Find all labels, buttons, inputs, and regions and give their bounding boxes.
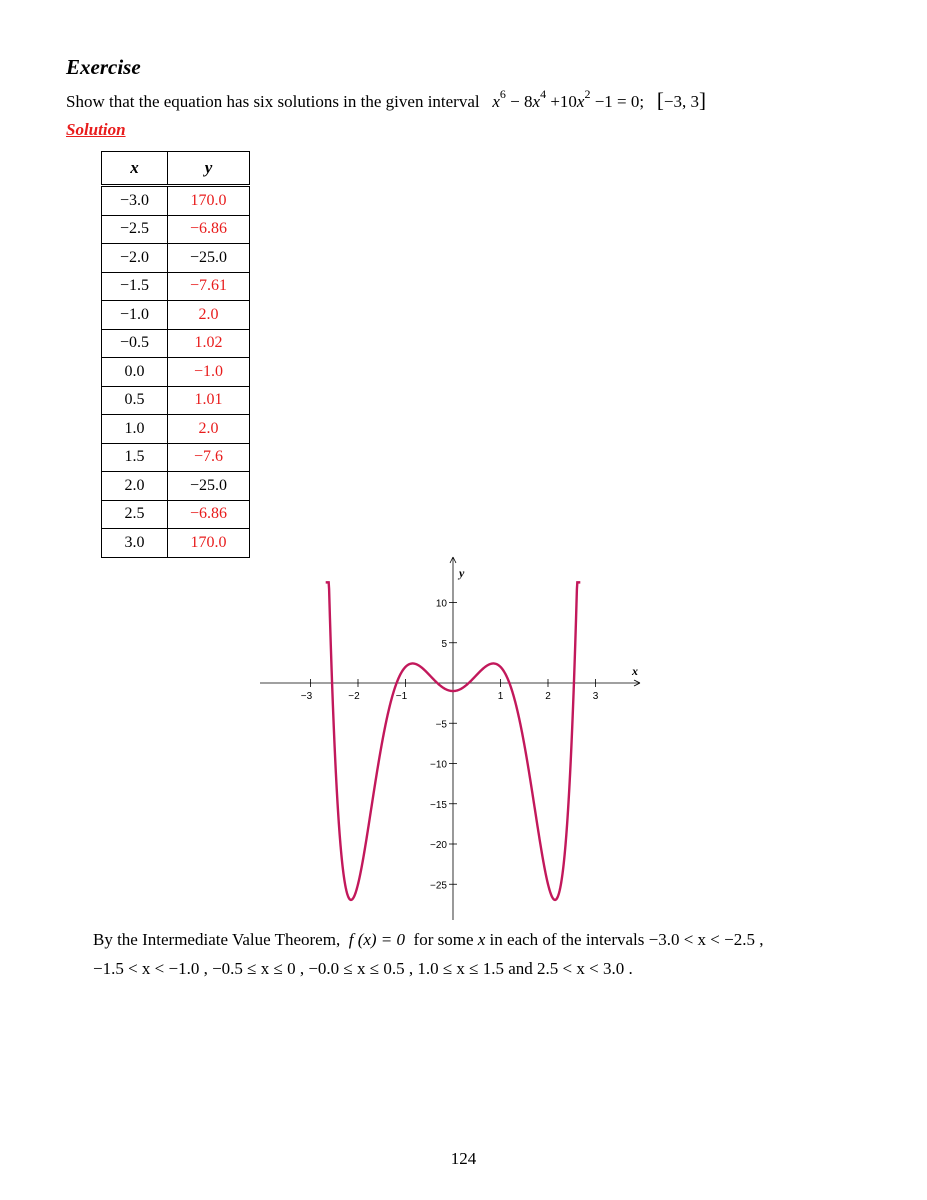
cell-x: −1.5: [101, 271, 168, 301]
table-row: −2.0 −25.0: [101, 243, 250, 273]
cell-y: 1.02: [167, 328, 250, 358]
y-axis-label: y: [457, 566, 465, 580]
x-axis-label: x: [631, 664, 638, 678]
table-header-row: x y: [101, 151, 250, 186]
conclusion: By the Intermediate Value Theorem, f (x)…: [93, 925, 853, 983]
table-row: −0.5 1.02: [101, 328, 250, 358]
conclusion-line-2: −1.5 < x < −1.0 , −0.5 ≤ x ≤ 0 , −0.0 ≤ …: [93, 959, 633, 978]
y-tick-label: −20: [430, 840, 447, 851]
table-body: −3.0 170.0 −2.5 −6.86 −2.0 −25.0 −1.5 −7.61 −1.0…: [101, 185, 250, 558]
cell-y: −6.86: [167, 499, 250, 529]
table-row: −1.5 −7.61: [101, 271, 250, 301]
cell-x: 0.0: [101, 357, 168, 387]
x-tick-label: −2: [348, 691, 360, 702]
table-row: −1.0 2.0: [101, 300, 250, 330]
cell-y: −7.6: [167, 442, 250, 472]
x-axis-arrow: [633, 679, 641, 687]
solution-label: Solution: [66, 120, 126, 139]
cell-y: 170.0: [167, 528, 250, 558]
cell-x: 1.0: [101, 414, 168, 444]
y-tick-label: 5: [441, 639, 447, 650]
y-tick-label: −15: [430, 800, 447, 811]
table-row: −2.5 −6.86: [101, 214, 250, 244]
y-axis-arrow: [449, 556, 457, 564]
interval: [−3, 3]: [656, 88, 706, 112]
cell-y: −6.86: [167, 214, 250, 244]
y-tick-label: −10: [430, 760, 447, 771]
table-row: 0.5 1.01: [101, 385, 250, 415]
exercise-heading: Exercise: [66, 55, 141, 79]
cell-x: 2.5: [101, 499, 168, 529]
cell-y: −7.61: [167, 271, 250, 301]
x-tick-label: 1: [498, 691, 504, 702]
header-x: x: [101, 151, 168, 186]
table-row: 3.0 170.0: [101, 528, 250, 558]
values-table: x y −3.0 170.0 −2.5 −6.86 −2.0 −25.0 −1.5 −7.61…: [101, 151, 250, 558]
cell-y: −25.0: [167, 471, 250, 501]
cell-x: −0.5: [101, 328, 168, 358]
cell-y: −25.0: [167, 243, 250, 273]
cell-x: −1.0: [101, 300, 168, 330]
x-tick-label: −3: [301, 691, 313, 702]
table-row: 1.0 2.0: [101, 414, 250, 444]
conclusion-line-1: By the Intermediate Value Theorem, f (x)…: [93, 930, 764, 949]
table-row: 2.0 −25.0: [101, 471, 250, 501]
x-tick-label: −1: [396, 691, 408, 702]
problem-text: Show that the equation has six solutions…: [66, 92, 480, 111]
y-tick-label: 10: [436, 599, 448, 610]
function-curve: [325, 581, 581, 902]
cell-x: −2.0: [101, 243, 168, 273]
table-row: 1.5 −7.6: [101, 442, 250, 472]
cell-x: −2.5: [101, 214, 168, 244]
cell-y: 1.01: [167, 385, 250, 415]
cell-x: 3.0: [101, 528, 168, 558]
cell-y: −1.0: [167, 357, 250, 387]
table-row: 2.5 −6.86: [101, 499, 250, 529]
equation: x6 − 8x4 +10x2 −1 = 0;: [492, 87, 645, 111]
x-tick-label: 3: [593, 691, 599, 702]
function-graph: x y −3 −2 −1 1 2 3 10 5 −5 −10 −15 −20 −25: [260, 556, 641, 920]
problem-statement: Show that the equation has six solutions…: [66, 88, 706, 113]
table-row: 0.0 −1.0: [101, 357, 250, 387]
page-number: 124: [450, 1149, 477, 1168]
x-tick-label: 2: [545, 691, 551, 702]
y-tick-label: −25: [430, 880, 447, 891]
cell-x: 2.0: [101, 471, 168, 501]
cell-x: 1.5: [101, 442, 168, 472]
header-y: y: [167, 151, 250, 186]
table-row: −3.0 170.0: [101, 185, 250, 216]
fx-expression: f (x) = 0: [348, 930, 406, 949]
y-tick-label: −5: [436, 719, 448, 730]
cell-x: −3.0: [101, 185, 168, 216]
cell-x: 0.5: [101, 385, 168, 415]
cell-y: 2.0: [167, 414, 250, 444]
cell-y: 170.0: [167, 185, 250, 216]
cell-y: 2.0: [167, 300, 250, 330]
